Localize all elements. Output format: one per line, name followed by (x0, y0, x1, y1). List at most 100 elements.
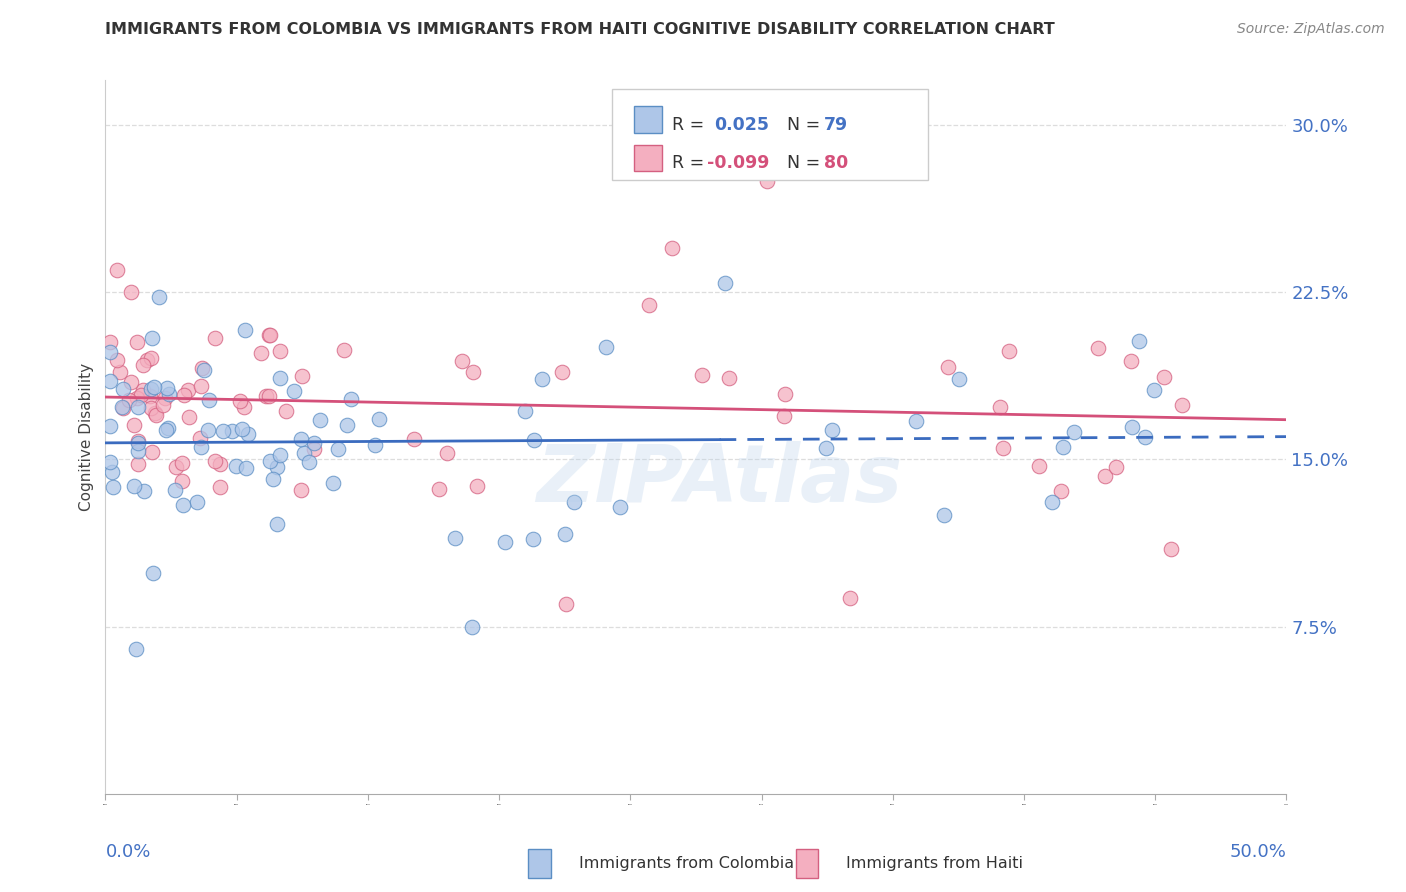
Point (530, 372, 553, 386)
Text: Immigrants from Haiti: Immigrants from Haiti (846, 856, 1024, 871)
Point (235, 461, 257, 475)
Point (236, 427, 259, 442)
Point (465, 479, 488, 493)
Point (157, 420, 180, 434)
Point (948, 372, 970, 386)
Text: 50.0%: 50.0% (1230, 843, 1286, 861)
Point (461, 365, 484, 379)
Point (132, 358, 155, 372)
Point (145, 409, 167, 423)
Point (165, 459, 187, 474)
Point (141, 382, 163, 396)
Point (120, 375, 142, 389)
Point (127, 443, 149, 458)
Point (127, 434, 149, 449)
Point (98, 455, 121, 469)
Point (198, 393, 221, 408)
Point (131, 387, 153, 401)
Point (554, 527, 576, 541)
Point (936, 360, 959, 375)
Point (107, 353, 129, 368)
Text: R =: R = (672, 116, 710, 134)
Point (814, 442, 837, 455)
Point (522, 532, 544, 546)
Point (190, 379, 212, 393)
Point (551, 365, 574, 379)
Point (122, 418, 145, 433)
Point (1028, 459, 1050, 474)
Point (221, 425, 243, 439)
Point (718, 371, 741, 385)
Point (1153, 370, 1175, 384)
Point (259, 453, 281, 467)
Text: ZIPAtlas: ZIPAtlas (537, 441, 903, 519)
Point (638, 298, 661, 312)
Point (127, 400, 149, 414)
Point (997, 343, 1019, 358)
Point (172, 456, 194, 470)
Point (292, 445, 315, 459)
Point (609, 500, 631, 515)
Point (228, 394, 250, 409)
Point (336, 417, 359, 432)
Point (304, 442, 326, 457)
Point (125, 642, 148, 657)
Point (304, 435, 326, 450)
Point (1128, 334, 1150, 349)
Point (101, 465, 124, 479)
Point (427, 482, 450, 496)
Point (177, 410, 200, 425)
Point (98, 335, 121, 350)
Point (132, 384, 155, 398)
Point (562, 495, 585, 509)
Point (134, 483, 156, 498)
Point (444, 531, 467, 545)
Point (111, 383, 134, 397)
Point (773, 409, 796, 423)
Point (298, 455, 321, 469)
Text: Immigrants from Colombia: Immigrants from Colombia (579, 856, 794, 871)
Point (142, 566, 165, 580)
Point (143, 406, 166, 420)
Point (190, 440, 212, 454)
Point (523, 434, 546, 448)
Point (232, 400, 254, 414)
Point (1171, 398, 1194, 412)
Text: 0.0%: 0.0% (105, 843, 150, 861)
Point (176, 384, 198, 398)
Point (208, 480, 231, 494)
Point (98, 374, 121, 388)
Point (231, 422, 253, 436)
Point (120, 285, 142, 299)
Point (451, 353, 474, 368)
Point (173, 388, 195, 402)
Point (257, 389, 280, 403)
Point (127, 457, 149, 471)
Point (125, 335, 148, 350)
Point (328, 442, 350, 456)
Point (368, 412, 391, 426)
Point (193, 362, 215, 376)
Point (225, 458, 247, 473)
Point (460, 619, 482, 633)
Point (136, 353, 159, 368)
Point (266, 459, 288, 474)
Point (152, 399, 174, 413)
Point (1063, 425, 1085, 439)
Point (188, 431, 211, 445)
Point (340, 392, 363, 407)
Point (266, 516, 288, 531)
Point (1160, 541, 1182, 556)
Text: R =: R = (672, 154, 710, 172)
Point (165, 483, 187, 497)
Point (308, 413, 330, 427)
Point (122, 479, 145, 493)
Point (332, 343, 354, 358)
Point (170, 474, 193, 488)
Point (1052, 441, 1074, 455)
Point (276, 404, 298, 418)
Point (838, 591, 860, 605)
Point (127, 435, 149, 450)
Point (197, 423, 219, 437)
Point (1094, 469, 1116, 483)
